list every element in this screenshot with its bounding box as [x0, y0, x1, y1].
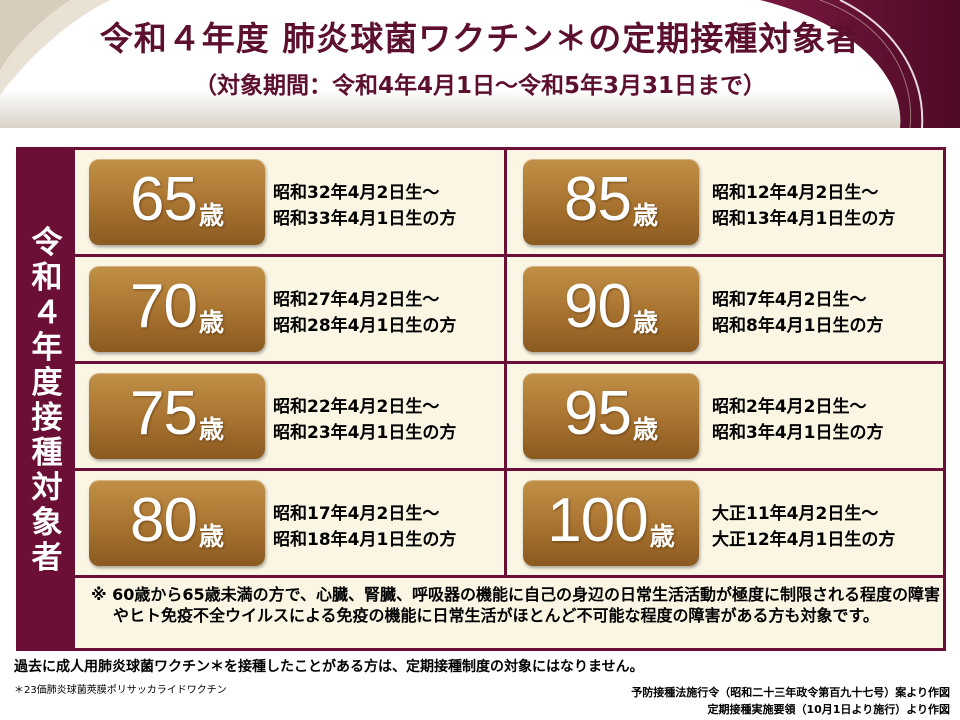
birthdate-to: 昭和23年4月1日生の方 — [273, 423, 457, 443]
age-number: 75 — [130, 379, 198, 448]
age-number: 80 — [130, 486, 198, 555]
side-label-char: 象 — [31, 505, 63, 541]
birthdate-from: 昭和32年4月2日生～ — [273, 183, 440, 203]
age-badge: 65 歳 — [89, 159, 265, 245]
side-label-char: 和 — [31, 260, 63, 296]
birthdate-range: 大正11年4月2日生～ 大正12年4月1日生の方 — [712, 501, 895, 553]
birthdate-from: 昭和22年4月2日生～ — [273, 397, 440, 417]
footer-note: 過去に成人用肺炎球菌ワクチン＊を接種したことがある方は、定期接種制度の対象にはな… — [14, 659, 644, 675]
birthdate-range: 昭和22年4月2日生～ 昭和23年4月1日生の方 — [273, 394, 456, 446]
age-number: 85 — [564, 165, 632, 234]
side-label-char: 年 — [31, 330, 63, 366]
birthdate-to: 昭和33年4月1日生の方 — [273, 209, 457, 229]
age-badge: 100 歳 — [523, 480, 699, 566]
side-label-char: 接 — [31, 400, 63, 436]
age-number: 95 — [564, 379, 632, 448]
age-cell-80: 80 歳 昭和17年4月2日生～ 昭和18年4月1日生の方 — [75, 471, 507, 578]
birthdate-to: 昭和13年4月1日生の方 — [712, 209, 896, 229]
age-unit: 歳 — [632, 201, 658, 230]
birthdate-range: 昭和27年4月2日生～ 昭和28年4月1日生の方 — [273, 287, 456, 339]
side-label-char: 度 — [31, 365, 63, 401]
birthdate-to: 昭和28年4月1日生の方 — [273, 316, 457, 336]
birthdate-from: 昭和17年4月2日生～ — [273, 504, 440, 524]
age-unit: 歳 — [649, 522, 675, 551]
eligibility-note: ※ 60歳から65歳未満の方で、心臓、腎臓、呼吸器の機能に自己の身辺の日常生活活… — [75, 578, 943, 648]
birthdate-to: 昭和18年4月1日生の方 — [273, 530, 457, 550]
header-banner: 令和４年度 肺炎球菌ワクチン＊の定期接種対象者 （対象期間：令和4年4月1日～令… — [0, 0, 960, 128]
side-label-char: 種 — [31, 435, 63, 471]
side-label-char: 令 — [31, 225, 63, 261]
age-unit: 歳 — [198, 308, 224, 337]
age-cell-65: 65 歳 昭和32年4月2日生～ 昭和33年4月1日生の方 — [75, 150, 507, 257]
source-line-1: 予防接種法施行令（昭和二十三年政令第百九十七号）案より作図 — [631, 686, 950, 699]
age-number: 100 — [547, 486, 648, 555]
age-badge: 95 歳 — [523, 373, 699, 459]
birthdate-to: 大正12年4月1日生の方 — [712, 530, 896, 550]
age-cell-70: 70 歳 昭和27年4月2日生～ 昭和28年4月1日生の方 — [75, 257, 507, 364]
header-decoration — [0, 0, 960, 128]
birthdate-range: 昭和2年4月2日生～ 昭和3年4月1日生の方 — [712, 394, 884, 446]
age-unit: 歳 — [198, 522, 224, 551]
age-unit: 歳 — [198, 415, 224, 444]
side-label-char: ４ — [31, 295, 63, 331]
age-badge: 80 歳 — [89, 480, 265, 566]
age-cell-90: 90 歳 昭和7年4月2日生～ 昭和8年4月1日生の方 — [507, 257, 943, 364]
birthdate-range: 昭和12年4月2日生～ 昭和13年4月1日生の方 — [712, 180, 895, 232]
age-badge: 85 歳 — [523, 159, 699, 245]
age-cell-95: 95 歳 昭和2年4月2日生～ 昭和3年4月1日生の方 — [507, 364, 943, 471]
age-unit: 歳 — [632, 415, 658, 444]
age-unit: 歳 — [632, 308, 658, 337]
birthdate-range: 昭和17年4月2日生～ 昭和18年4月1日生の方 — [273, 501, 456, 553]
age-cell-85: 85 歳 昭和12年4月2日生～ 昭和13年4月1日生の方 — [507, 150, 943, 257]
page-title: 令和４年度 肺炎球菌ワクチン＊の定期接種対象者 — [99, 19, 861, 58]
birthdate-range: 昭和32年4月2日生～ 昭和33年4月1日生の方 — [273, 180, 456, 232]
age-number: 65 — [130, 165, 198, 234]
birthdate-to: 昭和3年4月1日生の方 — [712, 423, 884, 443]
side-label-char: 対 — [31, 470, 63, 506]
birthdate-range: 昭和7年4月2日生～ 昭和8年4月1日生の方 — [712, 287, 884, 339]
age-badge: 90 歳 — [523, 266, 699, 352]
age-cell-100: 100 歳 大正11年4月2日生～ 大正12年4月1日生の方 — [507, 471, 943, 578]
birthdate-from: 昭和27年4月2日生～ — [273, 290, 440, 310]
age-cell-75: 75 歳 昭和22年4月2日生～ 昭和23年4月1日生の方 — [75, 364, 507, 471]
age-badge: 75 歳 — [89, 373, 265, 459]
age-badge: 70 歳 — [89, 266, 265, 352]
birthdate-from: 昭和7年4月2日生～ — [712, 290, 867, 310]
page-subtitle: （対象期間：令和4年4月1日～令和5年3月31日まで） — [193, 73, 767, 99]
age-number: 90 — [564, 272, 632, 341]
eligibility-note-text: ※ 60歳から65歳未満の方で、心臓、腎臓、呼吸器の機能に自己の身辺の日常生活活… — [91, 585, 941, 625]
birthdate-from: 昭和2年4月2日生～ — [712, 397, 867, 417]
side-label: 令 和 ４ 年 度 接 種 対 象 者 — [19, 150, 75, 648]
birthdate-from: 昭和12年4月2日生～ — [712, 183, 879, 203]
birthdate-from: 大正11年4月2日生～ — [712, 504, 879, 524]
birthdate-to: 昭和8年4月1日生の方 — [712, 316, 884, 336]
side-label-char: 者 — [31, 540, 63, 576]
age-number: 70 — [130, 272, 198, 341]
footer-asterisk-note: ＊23価肺炎球菌莢膜ポリサッカライドワクチン — [14, 685, 227, 696]
eligibility-panel: 令 和 ４ 年 度 接 種 対 象 者 65 歳 昭和32年4月2日生～ 昭和33… — [16, 147, 946, 651]
age-unit: 歳 — [198, 201, 224, 230]
source-line-2: 定期接種実施要領（10月1日より施行）より作図 — [707, 703, 950, 716]
